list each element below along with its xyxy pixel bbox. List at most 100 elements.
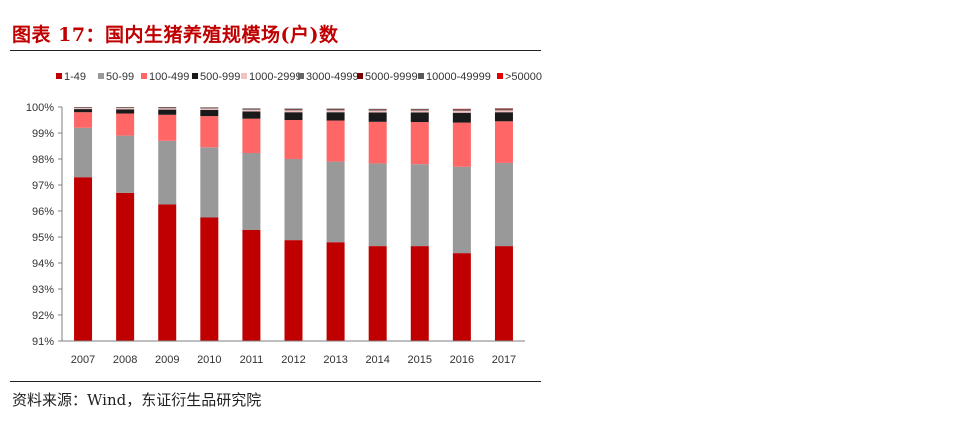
bar-segment-2007-50-99 [74,127,93,178]
bar-segment-2012-500-999 [284,112,303,120]
legend-swatch-500-999 [192,73,198,79]
bar-segment-2017-10000-49999 [494,108,513,110]
legend-swatch-5000-9999 [357,73,363,79]
y-tick-label: 93% [32,284,54,296]
legend-label: 5000-9999 [365,71,418,83]
bar-segment-2016-50-99 [452,166,471,254]
bar-segment-2017-100-499 [494,121,513,163]
bar-segment-2014-50-99 [368,163,387,247]
bar-segment-2012-100-499 [284,120,303,159]
bar-segment-2015-50-99 [410,164,429,247]
bar-segment-2007-100-499 [74,112,93,128]
x-tick-label: 2009 [155,354,179,366]
legend-swatch-10000-49999 [418,73,424,79]
source-divider [10,381,541,382]
y-tick-label: 99% [32,128,54,140]
legend-swatch->50000 [497,73,503,79]
y-tick-label: 97% [32,180,54,192]
bar-segment-2017-1-49 [494,246,513,341]
bar-segment-2009-3000-4999 [158,107,177,109]
bar-segment-2011-100-499 [242,118,261,154]
bar-segment-2013-3000-4999 [326,109,345,111]
x-tick-label: 2013 [323,354,347,366]
bar-segment-2016-5000-9999 [452,109,471,111]
bar-segment-2014-10000-49999 [368,108,387,110]
bar-segment-2011-50-99 [242,153,261,230]
y-tick-label: 91% [32,336,54,348]
chart-legend: 1-49 50-99 100-499 500-999 1000-2999 3000-499… [56,71,542,83]
bar-segment-2010-500-999 [200,109,219,117]
chart-bars [74,107,513,341]
bar-segment-2013-1000-2999 [326,110,345,113]
bar-segment-2009-500-999 [158,109,177,115]
bar-segment-2011-1000-2999 [242,109,261,112]
bar-segment-2016-1-49 [452,253,471,341]
bar-segment-2010-50-99 [200,147,219,218]
bar-segment-2013-50-99 [326,161,345,243]
bar-segment-2010-1000-2999 [200,108,219,110]
bar-segment-2014-1-49 [368,246,387,341]
bar-segment-2008-500-999 [116,109,135,114]
bar-segment-2009-1000-2999 [158,108,177,110]
bar-segment-2017-5000-9999 [494,109,513,110]
legend-label: 3000-4999 [306,71,359,83]
legend-label: 1-49 [64,71,86,83]
bar-segment-2015-10000-49999 [410,108,429,110]
x-tick-label: 2011 [240,354,264,366]
figure-title: 图表 17：国内生猪养殖规模场(户)数 [12,24,339,46]
x-tick-label: 2010 [197,354,221,366]
bar-segment-2012-1-49 [284,240,303,341]
legend-swatch-1000-2999 [241,73,247,79]
bar-segment-2015-1000-2999 [410,110,429,113]
bar-segment-2008-3000-4999 [116,107,135,109]
bar-segment-2009-50-99 [158,140,177,205]
bar-segment-2009-100-499 [158,114,177,141]
bar-segment-2011-3000-4999 [242,109,261,110]
y-tick-label: 95% [32,232,54,244]
bar-segment-2008-100-499 [116,113,135,136]
y-tick-label: 94% [32,258,54,270]
bar-segment-2016-10000-49999 [452,109,471,110]
source-note: 资料来源：Wind，东证衍生品研究院 [12,391,262,409]
x-tick-label: 2017 [492,354,516,366]
bar-segment-2017-50-99 [494,162,513,247]
bar-segment-2011-10000-49999 [242,108,261,109]
bar-segment-2012-1000-2999 [284,110,303,113]
bar-segment-2011-1-49 [242,229,261,341]
bar-segment-2013-100-499 [326,120,345,162]
x-tick-label: 2008 [113,354,137,366]
bar-segment-2009-1-49 [158,204,177,341]
bar-segment-2014-3000-4999 [368,109,387,111]
title-divider [10,50,541,51]
x-tick-label: 2014 [365,354,389,366]
bar-segment-2013-1-49 [326,242,345,341]
legend-label: 1000-2999 [249,71,302,83]
bar-segment-2012-3000-4999 [284,109,303,111]
legend-label: >50000 [505,71,542,83]
legend-swatch-100-499 [141,73,147,79]
bar-segment-2010-10000-49999 [200,107,219,108]
bar-segment-2010-1-49 [200,217,219,341]
bar-segment-2014-5000-9999 [368,109,387,110]
bar-segment-2011-500-999 [242,111,261,119]
x-tick-label: 2012 [281,354,305,366]
bar-segment-2012-5000-9999 [284,109,303,110]
legend-label: 10000-49999 [426,71,491,83]
bar-segment-2007-500-999 [74,109,93,113]
bar-segment-2014-500-999 [368,112,387,122]
bar-segment-2010-100-499 [200,116,219,148]
legend-label: 50-99 [106,71,134,83]
bar-segment-2017-3000-4999 [494,109,513,111]
legend-swatch-1-49 [56,73,62,79]
legend-label: 100-499 [149,71,189,83]
bar-segment-2008-50-99 [116,135,135,193]
bar-segment-2013-500-999 [326,112,345,121]
bar-segment-2016-100-499 [452,122,471,167]
bar-segment-2009-10000-49999 [158,107,177,108]
bar-segment-2015-100-499 [410,122,429,165]
bar-segment-2010-3000-4999 [200,108,219,109]
bar-segment-2017-1000-2999 [494,110,513,113]
bar-segment-2012-50-99 [284,159,303,241]
bar-segment-2013-10000-49999 [326,108,345,110]
